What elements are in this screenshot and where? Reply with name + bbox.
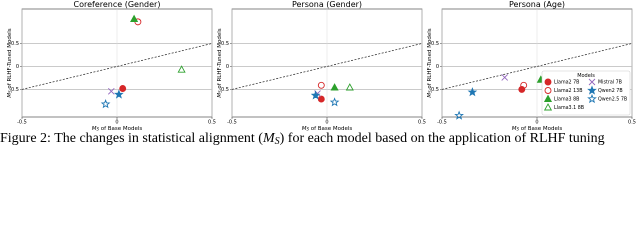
point xyxy=(330,83,339,91)
y-tick-label: 0 xyxy=(436,64,439,70)
reference-line xyxy=(231,43,423,90)
axis-label: MS of Base Models xyxy=(302,126,353,132)
x-tick-label: 0 xyxy=(535,120,538,126)
x-tick-label: -0.5 xyxy=(17,120,27,126)
y-tick-label: -0.5 xyxy=(429,87,439,93)
point xyxy=(544,87,552,94)
axis-symbol: M xyxy=(427,93,433,98)
y-tick-label: 0.5 xyxy=(221,41,229,47)
point xyxy=(587,85,597,95)
axis-label: MS of RLHF-Tuned Models xyxy=(427,28,433,97)
point xyxy=(317,81,325,89)
x-tick-label: 0 xyxy=(115,120,118,126)
point xyxy=(310,90,321,100)
y-tick-label: 0.5 xyxy=(431,41,439,47)
x-tick-label: -0.5 xyxy=(227,120,237,126)
axis-symbol: M xyxy=(92,126,97,132)
axis-label: MS of RLHF-Tuned Models xyxy=(217,28,223,97)
legend-label: Qwen2.5 7B xyxy=(598,97,627,103)
axis-symbol: M xyxy=(217,93,223,98)
axis-text: of Base Models xyxy=(519,126,562,132)
point xyxy=(130,14,139,23)
legend-label: Llama2 7B xyxy=(554,80,579,86)
legend-label: Llama3 8B xyxy=(554,97,579,103)
panel-title: Coreference (Gender) xyxy=(74,0,161,9)
x-tick-label: -0.5 xyxy=(437,120,447,126)
legend-label: Mistral 7B xyxy=(598,80,622,86)
axis-subscript: S xyxy=(218,90,223,93)
axis-symbol: M xyxy=(7,93,13,98)
point xyxy=(520,81,528,89)
point xyxy=(543,94,553,102)
x-tick-label: 0 xyxy=(325,120,328,126)
axis-subscript: S xyxy=(306,127,309,132)
axis-text: of RLHF-Tuned Models xyxy=(217,28,223,90)
y-tick-label: 0 xyxy=(226,64,229,70)
reference-line xyxy=(21,43,213,90)
caption-text: ) for each model based on the applicatio… xyxy=(280,131,605,146)
x-tick-label: 0.5 xyxy=(628,120,636,126)
point xyxy=(587,93,597,104)
reference-line xyxy=(441,43,633,90)
x-tick-label: 0.5 xyxy=(418,120,426,126)
legend-title: Models xyxy=(577,73,595,79)
axis-subscript: S xyxy=(8,90,13,93)
axis-text: of Base Models xyxy=(99,126,142,132)
y-tick-label: -0.5 xyxy=(9,87,19,93)
point xyxy=(119,85,127,92)
legend-box xyxy=(541,70,631,116)
axis-symbol: M xyxy=(512,126,517,132)
axis-subscript: S xyxy=(96,127,99,132)
axis-text: of Base Models xyxy=(309,126,352,132)
point xyxy=(543,103,553,111)
point xyxy=(177,65,186,73)
caption-symbol: M xyxy=(262,131,276,146)
caption: Figure 2: The changes in statistical ali… xyxy=(0,131,605,146)
figure: Figure 2: The changes in statistical ali… xyxy=(0,0,636,146)
axis-subscript: S xyxy=(516,127,519,132)
point xyxy=(454,110,464,120)
axis-symbol: M xyxy=(302,126,307,132)
point xyxy=(467,87,478,97)
y-tick-label: 0 xyxy=(16,64,19,70)
axis-text: of RLHF-Tuned Models xyxy=(427,28,433,90)
point xyxy=(345,83,354,91)
point xyxy=(588,78,596,86)
point xyxy=(329,97,340,107)
x-tick-label: 0.5 xyxy=(208,120,216,126)
axis-subscript: S xyxy=(428,90,433,93)
caption-subscript: S xyxy=(275,136,280,146)
legend-label: Qwen2 7B xyxy=(598,88,623,94)
caption-text: Figure 2: The changes in statistical ali… xyxy=(0,131,263,146)
panel-title: Persona (Gender) xyxy=(292,0,362,9)
point xyxy=(317,95,325,103)
point xyxy=(100,99,111,109)
legend-label: Llama2 13B xyxy=(554,88,583,94)
panel-title: Persona (Age) xyxy=(509,0,565,9)
axis-label: MS of Base Models xyxy=(512,126,563,132)
point xyxy=(114,89,124,99)
legend-label: Llama3.1 8B xyxy=(554,105,584,111)
axis-label: MS of Base Models xyxy=(92,126,143,132)
y-tick-label: 0.5 xyxy=(11,41,19,47)
point xyxy=(501,74,509,81)
y-tick-label: -0.5 xyxy=(219,87,229,93)
point xyxy=(544,78,552,86)
axis-text: of RLHF-Tuned Models xyxy=(7,28,13,90)
axis-label: MS of RLHF-Tuned Models xyxy=(7,28,13,97)
point xyxy=(107,87,115,95)
